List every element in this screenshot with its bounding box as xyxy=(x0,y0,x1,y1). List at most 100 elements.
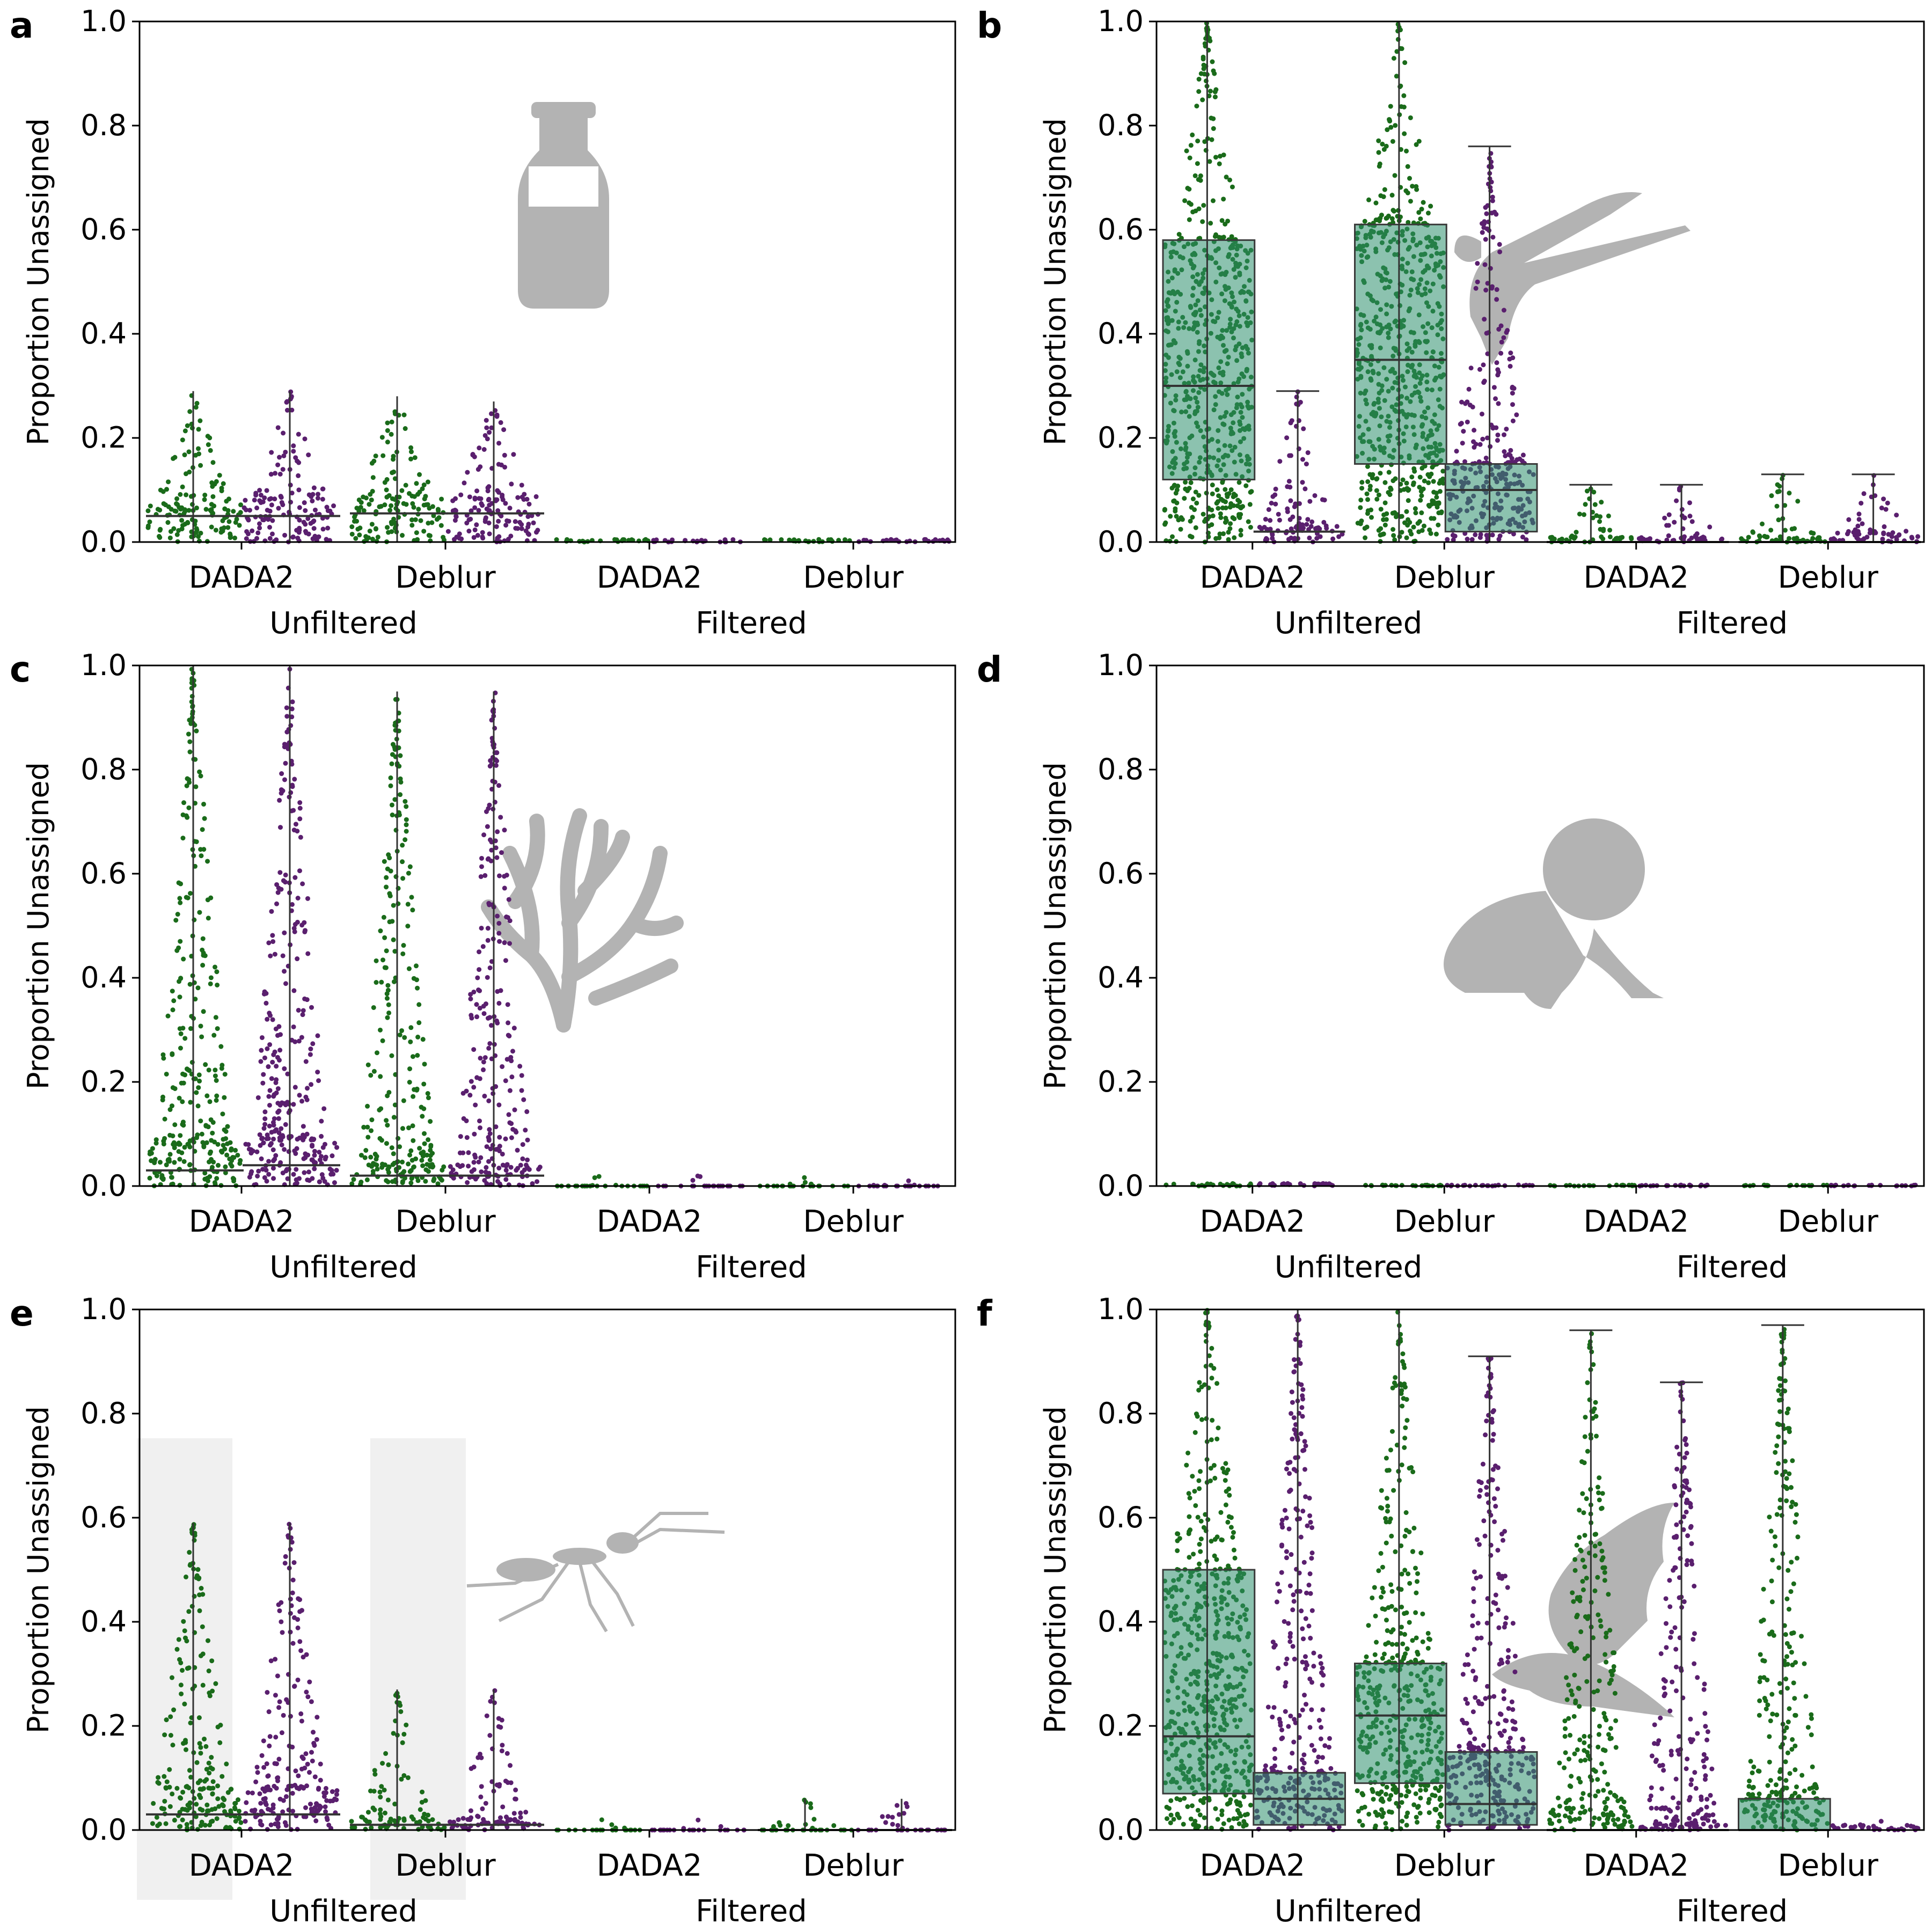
data-point xyxy=(460,1150,466,1155)
y-axis-label: Proportion Unassigned xyxy=(21,762,55,1089)
data-point xyxy=(204,1777,209,1782)
data-point xyxy=(496,441,502,446)
data-point xyxy=(291,988,297,993)
data-point xyxy=(303,508,308,513)
data-point xyxy=(1376,492,1381,497)
data-point xyxy=(211,1159,216,1165)
data-point xyxy=(1868,527,1873,532)
data-point xyxy=(1273,501,1278,507)
data-point xyxy=(398,1709,404,1714)
data-point xyxy=(200,963,206,968)
data-point xyxy=(283,1554,288,1559)
data-point xyxy=(1387,117,1392,122)
data-point xyxy=(513,519,518,524)
data-point xyxy=(187,1162,193,1167)
data-point xyxy=(167,1152,173,1157)
data-point xyxy=(1168,514,1173,519)
data-point xyxy=(471,1085,477,1090)
data-point xyxy=(1482,378,1487,384)
data-point xyxy=(1509,456,1514,461)
data-point xyxy=(1856,537,1861,542)
data-point xyxy=(154,1814,159,1820)
data-point xyxy=(1461,429,1466,434)
data-point xyxy=(1477,442,1483,447)
data-point xyxy=(370,1805,376,1811)
data-point xyxy=(267,1734,273,1739)
data-point xyxy=(1666,533,1671,538)
data-point xyxy=(1192,173,1198,178)
data-point xyxy=(210,494,216,499)
data-point xyxy=(305,1177,310,1183)
data-point xyxy=(269,502,274,508)
data-point xyxy=(193,784,199,789)
data-point xyxy=(234,516,239,522)
data-point xyxy=(200,827,205,832)
data-point xyxy=(1861,491,1867,496)
data-point xyxy=(309,1136,314,1141)
data-point xyxy=(436,515,442,520)
data-point xyxy=(272,1092,277,1097)
data-point xyxy=(199,1034,204,1040)
data-point xyxy=(374,1050,379,1056)
data-point xyxy=(222,1095,227,1100)
data-point xyxy=(277,1032,283,1037)
data-point xyxy=(283,1168,289,1174)
data-point xyxy=(214,1093,219,1099)
data-point xyxy=(478,1056,483,1061)
data-point xyxy=(1210,491,1215,496)
data-point xyxy=(411,1817,416,1822)
data-point xyxy=(842,537,847,543)
data-point xyxy=(178,492,183,497)
data-point xyxy=(466,529,472,534)
data-point xyxy=(401,1816,407,1821)
data-point xyxy=(1465,537,1470,542)
data-point xyxy=(1190,132,1195,137)
data-point xyxy=(498,420,503,425)
data-point xyxy=(382,965,387,970)
data-point xyxy=(283,1794,289,1799)
data-point xyxy=(1666,523,1671,528)
data-point xyxy=(1358,505,1363,510)
data-point xyxy=(327,508,333,514)
data-point xyxy=(1520,452,1526,458)
data-point xyxy=(168,1714,173,1719)
data-point xyxy=(496,1783,502,1789)
data-point xyxy=(185,1067,191,1072)
data-point xyxy=(508,533,514,539)
data-point xyxy=(1201,56,1206,62)
data-point xyxy=(401,412,407,418)
data-point xyxy=(1389,193,1395,198)
x-tick-label: Deblur xyxy=(395,560,496,595)
data-point xyxy=(895,1823,901,1828)
data-point xyxy=(357,532,362,538)
data-point xyxy=(229,1787,234,1792)
data-point xyxy=(195,1103,201,1109)
data-point xyxy=(291,449,296,454)
data-point xyxy=(477,949,482,955)
data-point xyxy=(382,935,387,940)
data-point xyxy=(198,1745,203,1750)
data-point xyxy=(403,482,408,488)
data-point xyxy=(195,1132,200,1138)
data-point xyxy=(261,1738,266,1744)
data-point xyxy=(465,470,470,475)
ant-icon xyxy=(466,1512,725,1633)
data-point xyxy=(184,1822,189,1827)
data-point xyxy=(487,764,493,769)
data-point xyxy=(266,1709,272,1715)
data-point xyxy=(1607,534,1613,539)
data-point xyxy=(295,536,301,541)
data-point xyxy=(506,1817,511,1822)
data-point xyxy=(480,1806,485,1811)
data-point xyxy=(802,1175,807,1180)
y-tick-label: 0.4 xyxy=(80,961,127,994)
data-point xyxy=(207,1770,212,1776)
data-point xyxy=(1413,506,1418,511)
data-point xyxy=(384,948,389,954)
data-point xyxy=(525,514,531,519)
data-point xyxy=(217,473,222,478)
data-point xyxy=(496,1166,502,1171)
data-point xyxy=(1231,492,1236,497)
data-point xyxy=(1196,77,1202,82)
data-point xyxy=(203,1744,209,1749)
